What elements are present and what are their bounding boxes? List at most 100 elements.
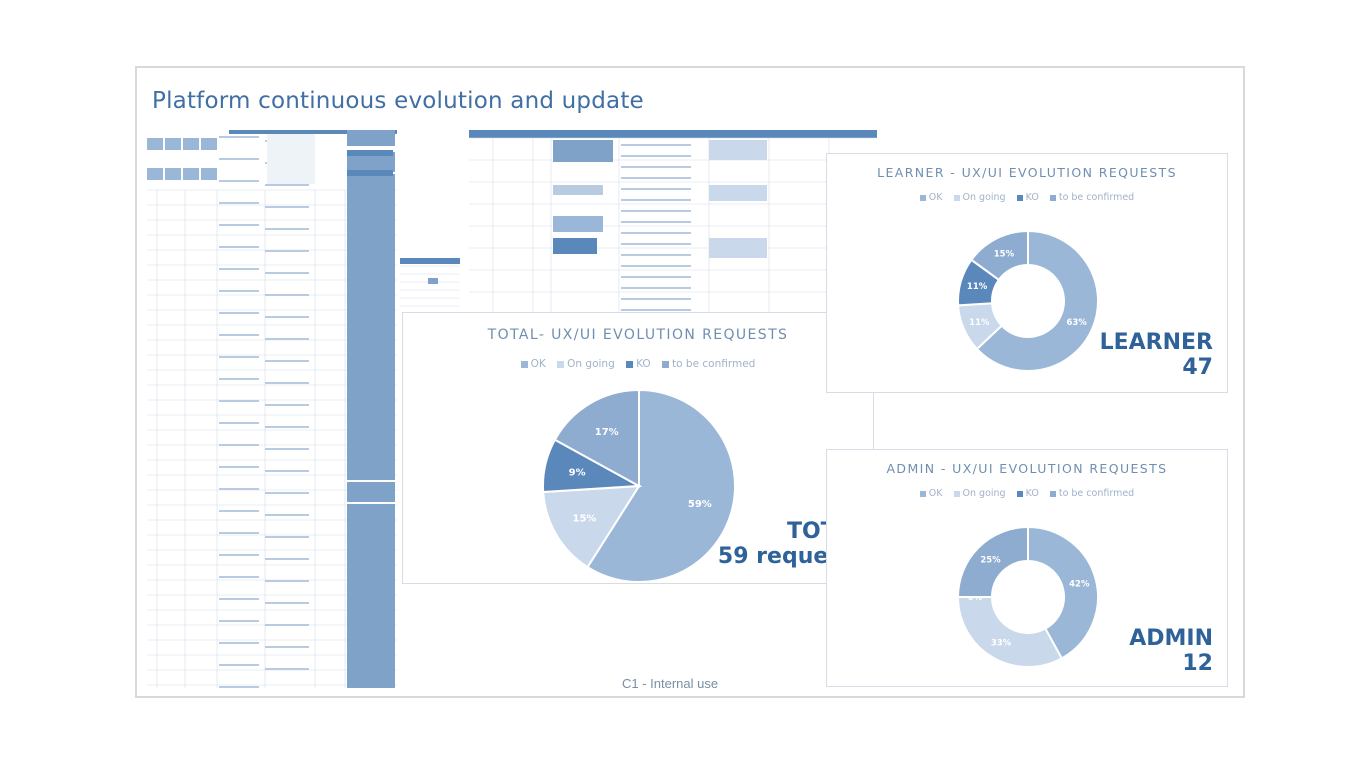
admin-chart-legend: OK On going KO to be confirmed <box>827 488 1227 499</box>
spreadsheet-thumbnail-small <box>400 258 460 310</box>
sheet-highlight-cell <box>709 185 767 201</box>
sheet-text-line <box>265 272 309 274</box>
legend-swatch-to-be-confirmed <box>662 360 670 368</box>
sheet-text-line <box>265 448 309 450</box>
sheet-header-bar <box>469 130 877 138</box>
sheet-text-line <box>621 276 691 278</box>
sheet-text-line <box>219 312 259 314</box>
sheet-highlight-cell <box>553 216 603 232</box>
learner-slice-label-to-be-confirmed: 15% <box>994 250 1015 260</box>
legend-swatch-on-going <box>557 360 565 368</box>
sheet-highlight-cell <box>347 460 395 476</box>
sheet-text-line <box>265 228 309 230</box>
sheet-highlight-cell <box>347 150 393 156</box>
sheet-text-line <box>265 624 309 626</box>
sheet-text-line <box>219 422 259 424</box>
sheet-text-line <box>219 532 259 534</box>
admin-slice-label-to-be-confirmed: 25% <box>980 555 1001 565</box>
spreadsheet-grid-left <box>147 130 397 688</box>
spreadsheet-grid-small <box>400 258 460 307</box>
legend-label-on-going: On going <box>962 192 1006 203</box>
admin-donut-chart: 42%33%0%25% <box>956 525 1099 668</box>
sheet-text-line <box>621 243 691 245</box>
legend-label-ok: OK <box>530 358 546 370</box>
sheet-highlight-cell <box>347 328 395 350</box>
legend-swatch-ko <box>1016 194 1023 201</box>
sheet-text-line <box>621 232 691 234</box>
sheet-text-line <box>621 144 691 146</box>
sheet-thumb-image <box>201 168 217 180</box>
admin-slice-to-be-confirmed <box>956 525 1029 598</box>
learner-chart-card: LEARNER - UX/UI EVOLUTION REQUESTS OK On… <box>826 153 1228 393</box>
sheet-text-line <box>219 246 259 248</box>
admin-chart-card: ADMIN - UX/UI EVOLUTION REQUESTS OK On g… <box>826 449 1228 687</box>
sheet-text-line <box>621 166 691 168</box>
legend-label-on-going: On going <box>567 358 615 370</box>
legend-label-to-be-confirmed: to be confirmed <box>672 358 756 370</box>
sheet-highlight-cell <box>347 152 395 172</box>
sheet-text-line <box>621 221 691 223</box>
sheet-thumb-image <box>165 138 181 150</box>
total-slice-ok <box>586 388 736 583</box>
sheet-text-line <box>219 158 259 160</box>
sheet-highlight-cell <box>709 140 767 160</box>
spreadsheet-thumbnail-left <box>147 130 397 688</box>
sheet-text-line <box>621 188 691 190</box>
legend-item-ko: KO <box>626 358 651 370</box>
sheet-text-line <box>219 334 259 336</box>
total-chart-title: TOTAL- UX/UI EVOLUTION REQUESTS <box>487 327 789 343</box>
sheet-highlight-cell <box>347 350 395 376</box>
legend-item-ok: OK <box>520 358 546 370</box>
sheet-text-line <box>265 404 309 406</box>
sheet-text-line <box>265 668 309 670</box>
total-pie-chart: 59% 15% 9% 17% <box>542 388 736 583</box>
legend-swatch-ok <box>919 194 926 201</box>
sheet-text-line <box>219 290 259 292</box>
sheet-text-line <box>265 294 309 296</box>
sheet-text-line <box>265 316 309 318</box>
sheet-text-line <box>621 265 691 267</box>
learner-slice-label-ok: 63% <box>1066 318 1087 328</box>
legend-label-ok: OK <box>928 488 943 499</box>
sheet-text-line <box>265 580 309 582</box>
sheet-highlight-cell <box>347 170 393 176</box>
sheet-highlight-cell <box>347 658 395 680</box>
total-chart-legend: OK On going KO to be confirmed <box>403 358 873 370</box>
learner-big-label: LEARNER 47 <box>1100 330 1213 381</box>
sheet-text-line <box>219 356 259 358</box>
legend-item-ko: KO <box>1016 488 1039 499</box>
slide-title: Platform continuous evolution and update <box>152 88 644 114</box>
legend-swatch-on-going <box>953 490 960 497</box>
legend-item-to-be-confirmed: to be confirmed <box>662 358 755 370</box>
sheet-text-line <box>265 338 309 340</box>
sheet-thumb-image <box>183 168 199 180</box>
learner-slice-label-on-going: 11% <box>969 318 990 328</box>
learner-slice-ok <box>975 229 1099 372</box>
sheet-cell-block <box>267 134 315 184</box>
sheet-highlight-cell <box>347 680 395 688</box>
total-slice-label-ok: 59% <box>688 499 712 510</box>
sheet-text-line <box>621 298 691 300</box>
sheet-highlight-cell <box>553 238 597 254</box>
legend-swatch-ok <box>919 490 926 497</box>
admin-chart-title: ADMIN - UX/UI EVOLUTION REQUESTS <box>886 461 1168 476</box>
total-slice-label-to-be-confirmed: 17% <box>595 427 619 438</box>
learner-big-label-line2: 47 <box>1182 355 1213 381</box>
admin-big-label: ADMIN 12 <box>1129 626 1213 677</box>
legend-item-to-be-confirmed: to be confirmed <box>1049 488 1135 499</box>
legend-label-to-be-confirmed: to be confirmed <box>1058 488 1135 499</box>
sheet-thumb-image <box>201 138 217 150</box>
sheet-highlight-cell <box>347 306 395 324</box>
footer-classification: C1 - Internal use <box>622 676 719 691</box>
spreadsheet-grid-right <box>469 130 877 320</box>
sheet-highlight-cell <box>709 238 767 258</box>
sheet-text-line <box>265 558 309 560</box>
sheet-highlight-cell <box>347 482 395 502</box>
legend-item-ko: KO <box>1016 192 1039 203</box>
sheet-text-line <box>621 287 691 289</box>
sheet-highlight-cell <box>347 504 395 528</box>
sheet-text-line <box>219 554 259 556</box>
admin-slice-ok <box>1027 525 1099 660</box>
sheet-text-line <box>265 250 309 252</box>
sheet-text-line <box>219 576 259 578</box>
